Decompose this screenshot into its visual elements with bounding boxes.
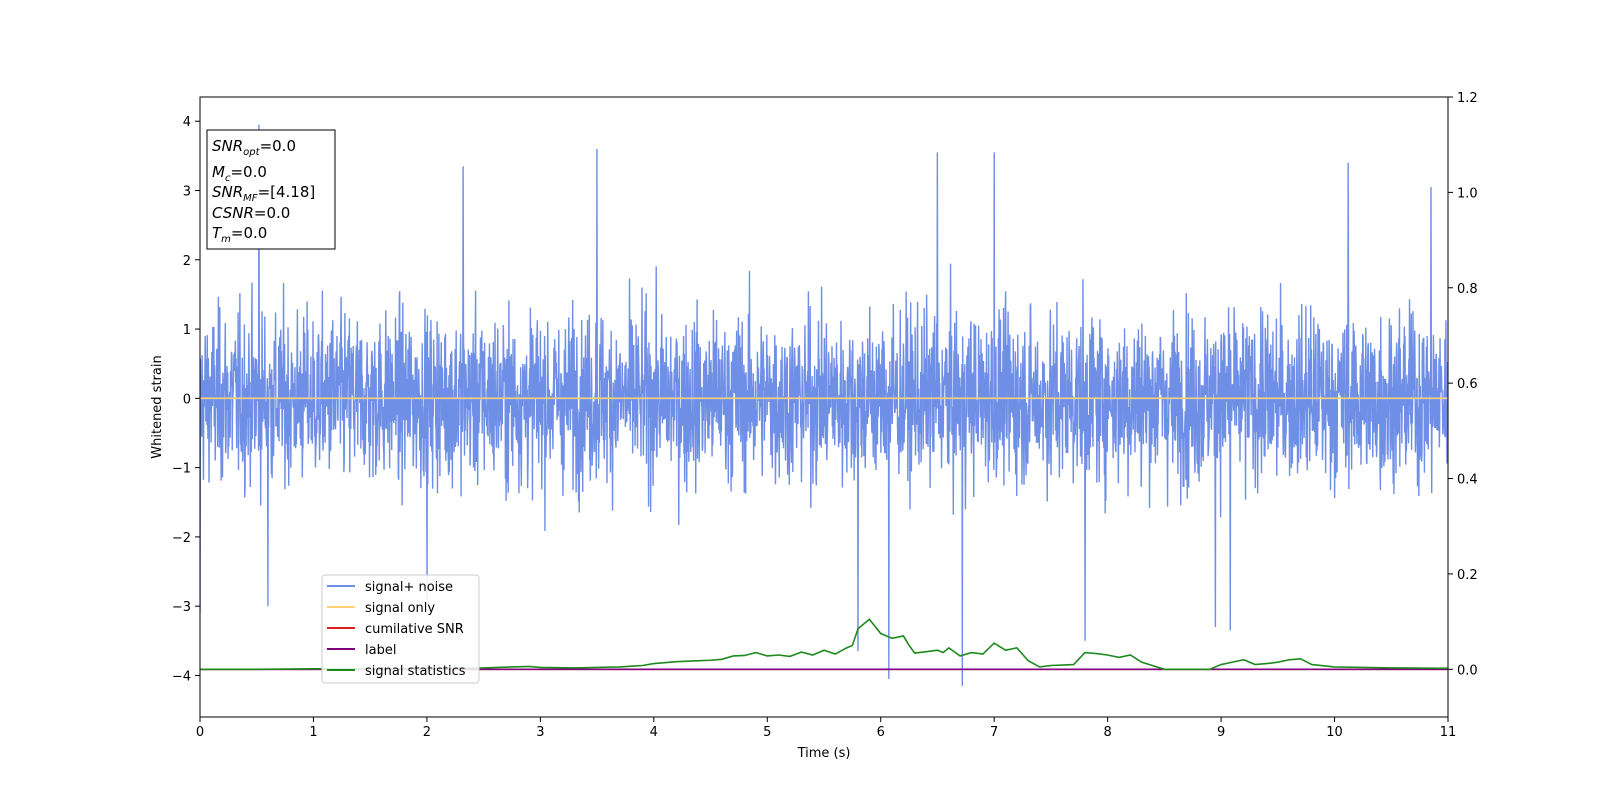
y-tick-label: −3: [172, 600, 191, 615]
y-axis-label: Whitened strain: [150, 355, 165, 458]
legend-label-cumilative-snr: cumilative SNR: [365, 622, 464, 637]
y2-tick-label: 0.8: [1457, 282, 1478, 297]
y2-tick-label: 1.2: [1457, 91, 1478, 106]
x-tick-label: 2: [423, 725, 431, 740]
y-tick-label: 0: [183, 392, 191, 407]
y2-tick-label: 0.2: [1457, 568, 1478, 583]
y2-tick-label: 0.6: [1457, 377, 1478, 392]
x-tick-label: 0: [196, 725, 204, 740]
y-tick-label: 2: [183, 254, 191, 269]
x-tick-label: 6: [877, 725, 885, 740]
y2-tick-label: 0.0: [1457, 663, 1478, 678]
x-tick-label: 10: [1326, 725, 1343, 740]
y-tick-label: 3: [183, 185, 191, 200]
y-tick-label: 4: [183, 115, 191, 130]
legend-label-signal-statistics: signal statistics: [365, 664, 466, 679]
info-line: Mc=0.0: [212, 163, 267, 184]
y-tick-label: 1: [183, 323, 191, 338]
y2-tick-label: 0.4: [1457, 473, 1478, 488]
y2-tick-label: 1.0: [1457, 186, 1478, 201]
x-axis-label: Time (s): [797, 746, 851, 761]
info-line: SNRMF=[4.18]: [212, 183, 315, 204]
x-tick-label: 9: [1217, 725, 1225, 740]
legend-label-label: label: [365, 643, 396, 658]
y-tick-label: −1: [172, 462, 191, 477]
plot-frame: [199, 96, 1449, 718]
signal-statistics-line: [200, 618, 1448, 671]
x-tick-label: 4: [650, 725, 658, 740]
signal-noise-line: [200, 124, 1448, 686]
x-tick-label: 5: [763, 725, 771, 740]
y-tick-label: −2: [172, 531, 191, 546]
x-tick-label: 3: [536, 725, 544, 740]
info-line: CSNR=0.0: [212, 204, 290, 222]
legend-label-signal-only: signal only: [365, 601, 435, 616]
y-tick-label: −4: [172, 669, 191, 684]
legend: signal+ noise signal only cumilative SNR la…: [321, 574, 480, 684]
legend-label-signal-noise: signal+ noise: [365, 580, 453, 595]
x-axis-ticks: 0 1 2 3 4 5 6 7 8 9 10 11: [196, 717, 1456, 740]
y-axis-ticks: 4 3 2 1 0 −1 −2 −3 −4: [172, 115, 200, 684]
y2-axis-ticks: 1.2 1.0 0.8 0.6 0.4 0.2 0.0: [1448, 91, 1478, 678]
info-line: Tm=0.0: [212, 224, 267, 245]
x-tick-label: 7: [990, 725, 998, 740]
x-tick-label: 11: [1440, 725, 1457, 740]
legend-frame: [321, 574, 480, 684]
signal-noise-series: [200, 124, 1448, 686]
info-box-frame: [206, 129, 336, 250]
x-tick-label: 1: [309, 725, 317, 740]
x-tick-label: 8: [1103, 725, 1111, 740]
info-line: SNRopt=0.0: [212, 137, 296, 158]
